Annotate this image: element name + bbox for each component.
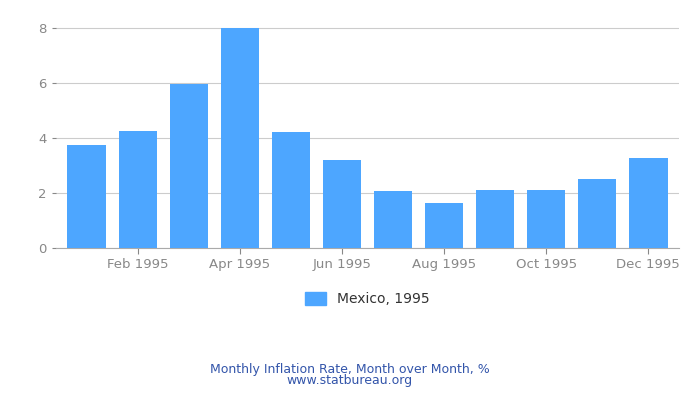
Bar xyxy=(67,145,106,248)
Bar xyxy=(578,179,617,248)
Bar xyxy=(374,191,412,248)
Bar xyxy=(118,131,157,248)
Bar xyxy=(220,28,259,248)
Bar xyxy=(527,190,566,248)
Bar xyxy=(169,84,208,248)
Bar xyxy=(425,203,463,248)
Bar xyxy=(476,190,514,248)
Text: Monthly Inflation Rate, Month over Month, %: Monthly Inflation Rate, Month over Month… xyxy=(210,364,490,376)
Bar xyxy=(272,132,310,248)
Text: www.statbureau.org: www.statbureau.org xyxy=(287,374,413,387)
Bar xyxy=(629,158,668,248)
Legend: Mexico, 1995: Mexico, 1995 xyxy=(300,287,435,312)
Bar xyxy=(323,160,361,248)
